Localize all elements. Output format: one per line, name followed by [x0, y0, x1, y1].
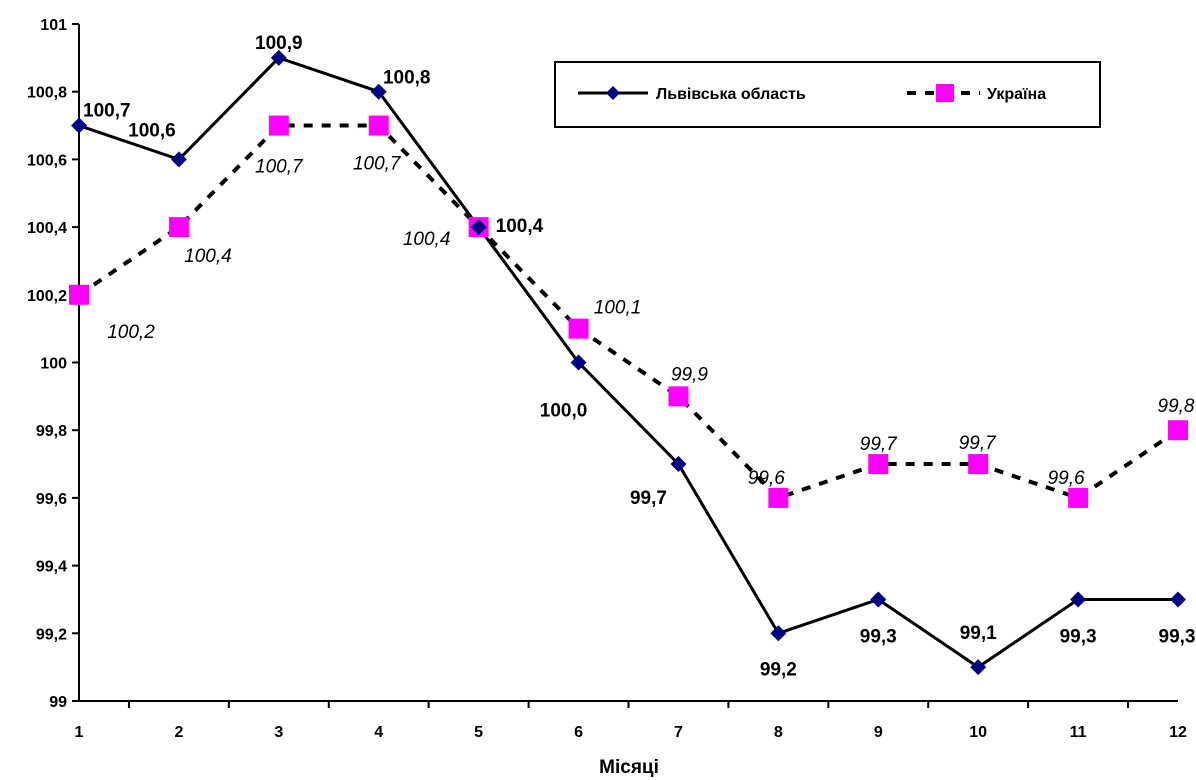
point-ukraine — [268, 115, 289, 136]
point-lviv — [1170, 591, 1186, 608]
y-tick-label: 99,6 — [36, 491, 67, 508]
series-line-lviv — [78, 56, 1178, 669]
point-ukraine — [69, 284, 89, 305]
point-lviv — [970, 659, 987, 676]
x-tick-label: 7 — [674, 724, 683, 741]
x-tick-label: 8 — [774, 724, 783, 741]
data-label-lviv: 99,3 — [1060, 626, 1097, 647]
x-tick-label: 2 — [174, 724, 183, 741]
x-tick-label: 10 — [969, 724, 987, 741]
data-label-lviv: 100,6 — [128, 120, 176, 141]
x-tick-label: 5 — [474, 724, 483, 741]
point-ukraine — [1068, 487, 1089, 508]
y-tick-label: 99,4 — [36, 559, 67, 576]
data-label-lviv: 99,7 — [630, 488, 667, 509]
data-label-lviv: 100,0 — [540, 401, 588, 422]
series-layer — [69, 49, 1188, 676]
x-axis-title: Місяці — [599, 757, 659, 778]
data-label-ukraine: 100,2 — [107, 322, 155, 343]
data-label-ukraine: 100,4 — [403, 229, 451, 250]
point-ukraine — [568, 318, 589, 339]
point-ukraine — [668, 386, 689, 407]
data-label-ukraine: 100,4 — [184, 246, 232, 267]
x-tick-label: 11 — [1070, 724, 1087, 741]
point-lviv — [570, 354, 587, 371]
point-lviv — [1070, 591, 1087, 608]
point-ukraine — [968, 454, 989, 475]
data-label-lviv: 100,8 — [383, 68, 431, 89]
x-tick-label: 6 — [574, 724, 583, 741]
point-lviv — [470, 219, 487, 236]
y-tick-label: 100,4 — [27, 220, 67, 237]
x-tick-label: 12 — [1169, 724, 1187, 741]
point-lviv — [170, 151, 187, 168]
data-label-ukraine: 100,1 — [594, 298, 642, 319]
y-tick-label: 100,2 — [27, 288, 67, 305]
y-axis-ticks: 99 99,2 99,4 99,6 99,8 100 100,2 100,4 100,6 100,… — [27, 17, 79, 711]
point-lviv — [870, 591, 887, 608]
legend-marker-ukraine — [936, 84, 954, 102]
data-label-lviv: 99,1 — [960, 623, 997, 644]
data-label-ukraine: 99,6 — [1048, 468, 1085, 489]
data-label-ukraine: 99,7 — [860, 434, 898, 455]
data-label-lviv: 99,3 — [1159, 626, 1196, 647]
x-tick-label: 3 — [274, 724, 283, 741]
data-label-ukraine: 99,9 — [671, 364, 708, 385]
y-tick-label: 100,6 — [27, 152, 67, 169]
x-axis-ticks: 1 2 3 4 5 6 7 8 9 10 11 12 — [75, 701, 1187, 741]
point-ukraine — [868, 454, 889, 475]
y-tick-label: 99 — [49, 694, 67, 711]
x-tick-label: 1 — [75, 724, 84, 741]
point-lviv — [270, 49, 287, 66]
data-label-lviv: 100,7 — [83, 101, 131, 122]
chart-legend: Львівська область Україна — [554, 61, 1101, 128]
data-label-ukraine: 99,8 — [1158, 396, 1195, 417]
y-tick-label: 101 — [40, 17, 67, 34]
y-tick-label: 99,2 — [36, 626, 67, 643]
y-tick-label: 100,8 — [27, 85, 67, 102]
data-label-ukraine: 100,7 — [255, 157, 304, 178]
data-label-ukraine: 100,7 — [353, 154, 402, 175]
point-lviv — [670, 456, 687, 473]
data-label-ukraine: 99,7 — [959, 433, 997, 454]
legend-label-lviv: Львівська область — [656, 86, 806, 103]
point-lviv — [71, 117, 87, 134]
legend-label-ukraine: Україна — [987, 86, 1046, 103]
data-label-lviv: 99,3 — [860, 626, 897, 647]
x-tick-label: 9 — [874, 724, 883, 741]
y-tick-label: 100 — [40, 356, 67, 373]
point-ukraine — [368, 115, 389, 136]
point-lviv — [370, 83, 387, 100]
point-ukraine — [768, 487, 789, 508]
point-lviv — [770, 625, 787, 642]
x-tick-label: 4 — [374, 724, 383, 741]
point-ukraine — [168, 217, 189, 238]
y-tick-label: 99,8 — [36, 423, 67, 440]
data-label-lviv: 100,9 — [255, 33, 303, 54]
data-label-lviv: 99,2 — [760, 659, 797, 680]
legend-marker-lviv — [606, 86, 620, 100]
data-label-ukraine: 99,6 — [748, 468, 785, 489]
data-labels: 100,7100,6100,9100,8100,4100,099,799,299… — [83, 33, 1195, 680]
data-label-lviv: 100,4 — [496, 216, 544, 237]
series-line-ukraine — [77, 123, 1180, 501]
point-ukraine — [1168, 420, 1188, 441]
